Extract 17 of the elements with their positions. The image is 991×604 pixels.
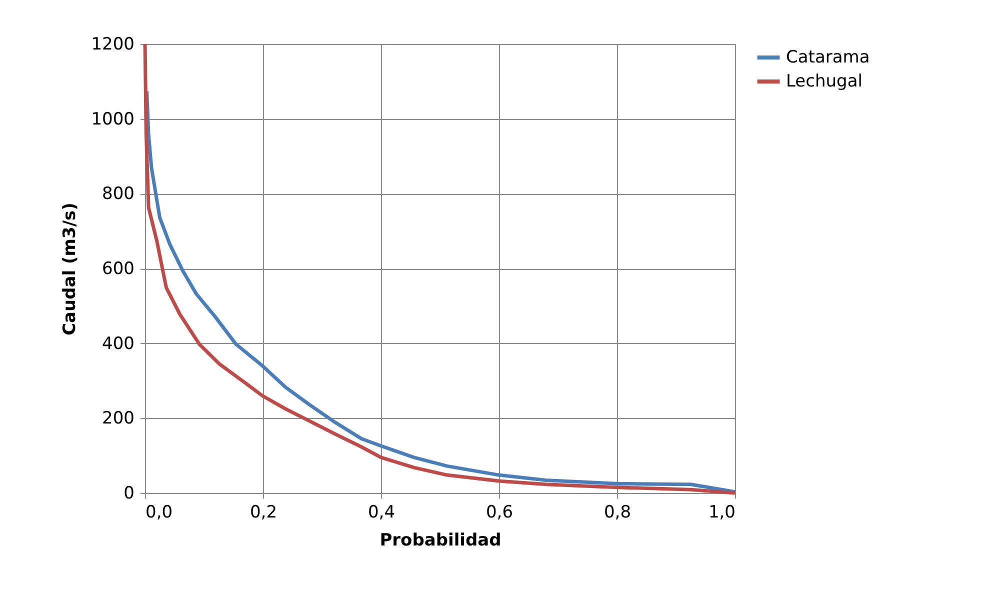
x-tick-label: 1,0 (708, 502, 736, 522)
y-tick-label: 1000 (91, 109, 134, 130)
x-tick-label: 0,4 (368, 502, 396, 522)
y-tick-label: 400 (102, 334, 134, 354)
y-axis-title: Caudal (m3/s) (60, 202, 80, 336)
x-tick-label: 0,2 (250, 502, 278, 522)
x-tick-label: 0,6 (486, 502, 514, 522)
y-tick-label: 1200 (91, 34, 134, 54)
legend-label: Lechugal (786, 72, 862, 92)
y-tick-label: 600 (102, 259, 134, 279)
x-axis-title: Probabilidad (380, 530, 502, 550)
y-tick-label: 800 (102, 184, 134, 204)
y-tick-label: 0 (124, 484, 134, 504)
x-tick-label: 0,0 (146, 502, 173, 522)
x-tick-label: 0,8 (604, 502, 632, 522)
y-tick-label: 200 (102, 408, 134, 429)
legend-label: Catarama (786, 48, 870, 68)
